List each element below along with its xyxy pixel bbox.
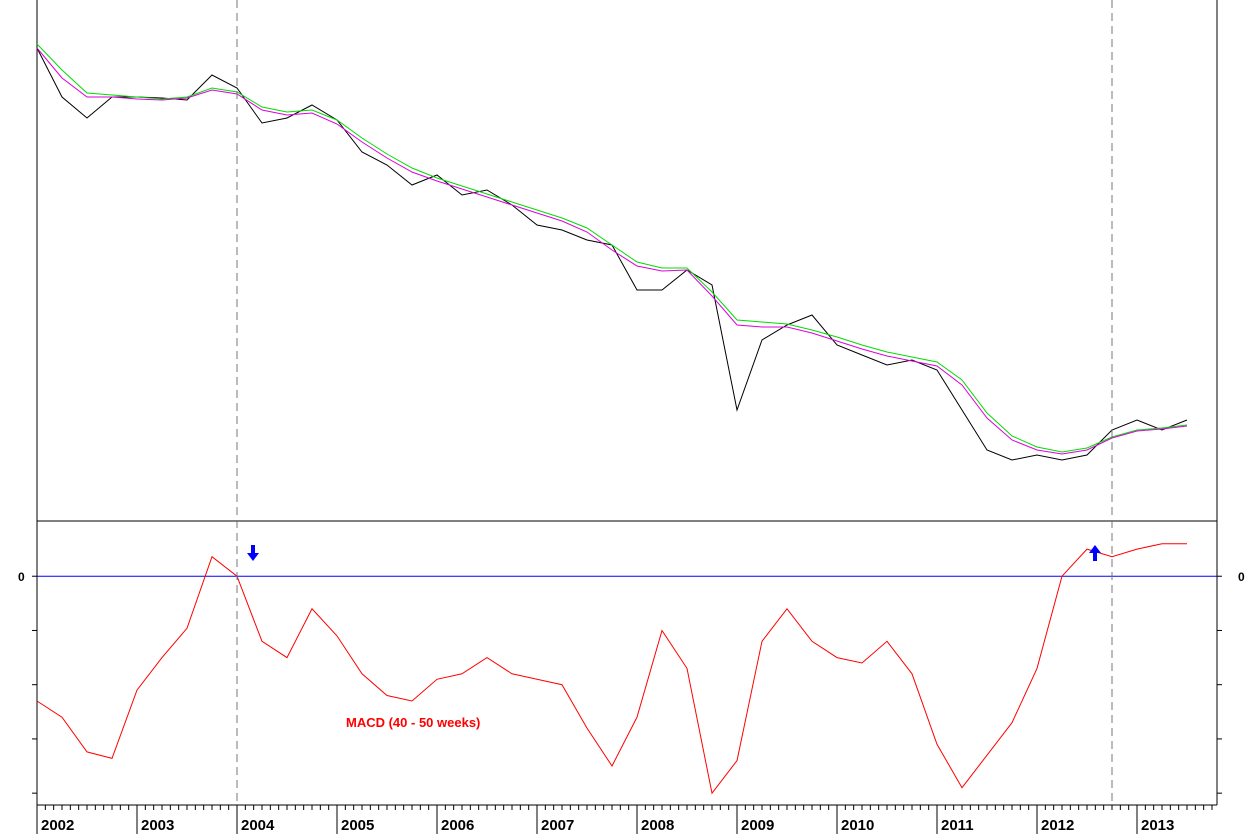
year-label: 2012 [1041, 817, 1074, 834]
signal-lines-group [236, 0, 1113, 805]
year-label: 2006 [441, 817, 474, 834]
price-line-2 [36, 47, 1188, 455]
year-label: 2008 [641, 817, 674, 834]
year-label: 2009 [741, 817, 774, 834]
signal-arrows-group [247, 545, 1101, 561]
zero-label-right: 0 [1238, 570, 1245, 584]
x-axis: 2002 2003 2004 2005 2006 2007 2008 2009 2010 2011… [36, 805, 1213, 834]
signal-arrow-down-icon [247, 545, 259, 561]
macd-y-ticks [32, 575, 1222, 794]
macd-panel: 0 0 MACD (40 - 50 weeks) [18, 543, 1245, 795]
year-label: 2011 [941, 817, 974, 834]
price-series-group [36, 43, 1188, 461]
year-label: 2010 [841, 817, 874, 834]
macd-series-label: MACD (40 - 50 weeks) [346, 715, 480, 730]
price-line-1 [36, 43, 1188, 453]
zero-label-left: 0 [18, 570, 25, 584]
year-label: 2003 [141, 817, 174, 834]
year-label: 2013 [1141, 817, 1174, 834]
macd-line-0 [36, 543, 1187, 795]
price-panel [36, 43, 1188, 461]
year-label: 2005 [341, 817, 374, 834]
year-label: 2002 [41, 817, 74, 834]
year-label: 2007 [541, 817, 574, 834]
year-label: 2004 [241, 817, 275, 834]
macd-series-group [36, 543, 1187, 795]
signal-arrow-up-icon [1089, 545, 1101, 561]
